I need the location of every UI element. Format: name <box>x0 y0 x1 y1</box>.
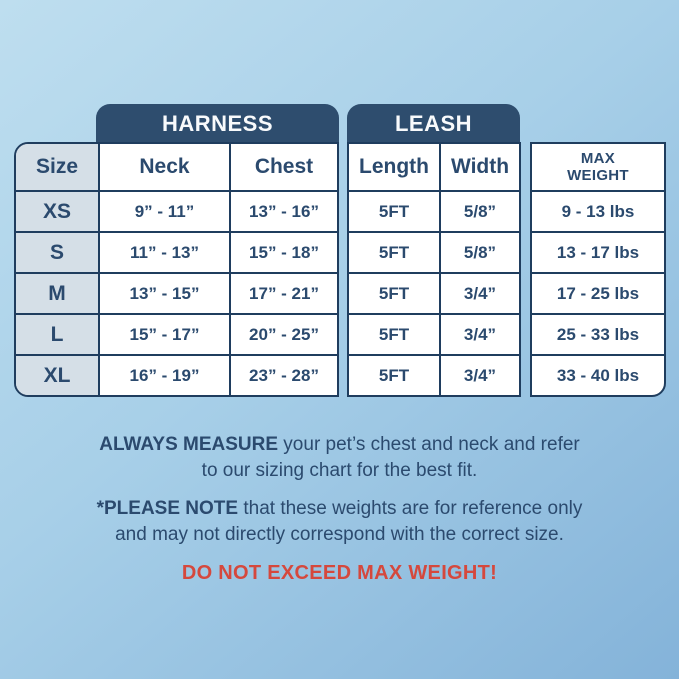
cell-m-chest: 17” - 21” <box>229 272 337 313</box>
measure-note: ALWAYS MEASURE your pet’s chest and neck… <box>40 432 640 484</box>
max-weight-table: MAX WEIGHT 9 - 13 lbs 13 - 17 lbs 17 - 2… <box>530 142 666 397</box>
row-label-xs: XS <box>16 190 98 231</box>
max-weight-warning: DO NOT EXCEED MAX WEIGHT! <box>181 562 498 584</box>
cell-xl-neck: 16” - 19” <box>98 354 229 395</box>
reference-note: *PLEASE NOTE that these weights are for … <box>40 496 640 548</box>
measure-note-text: your pet’s chest and neck and refer to o… <box>201 434 580 481</box>
cell-xs-neck: 9” - 11” <box>98 190 229 231</box>
row-label-xl: XL <box>16 354 98 395</box>
leash-table: Length Width 5FT 5/8” 5FT 5/8” 5FT 3/4” … <box>347 142 521 397</box>
cell-xs-length: 5FT <box>349 190 439 231</box>
cell-xs-width: 5/8” <box>439 190 519 231</box>
cell-xs-max-weight: 9 - 13 lbs <box>532 190 664 231</box>
harness-size-table: Size Neck Chest XS 9” - 11” 13” - 16” S … <box>14 142 339 397</box>
row-label-l: L <box>16 313 98 354</box>
cell-l-max-weight: 25 - 33 lbs <box>532 313 664 354</box>
cell-s-length: 5FT <box>349 231 439 272</box>
cell-s-width: 5/8” <box>439 231 519 272</box>
cell-l-chest: 20” - 25” <box>229 313 337 354</box>
header-neck: Neck <box>98 144 229 190</box>
header-chest: Chest <box>229 144 337 190</box>
cell-l-length: 5FT <box>349 313 439 354</box>
cell-xl-max-weight: 33 - 40 lbs <box>532 354 664 395</box>
header-max-weight: MAX WEIGHT <box>532 144 664 190</box>
cell-m-neck: 13” - 15” <box>98 272 229 313</box>
leash-banner: LEASH <box>347 104 520 144</box>
harness-banner: HARNESS <box>96 104 339 144</box>
cell-xl-width: 3/4” <box>439 354 519 395</box>
row-label-s: S <box>16 231 98 272</box>
cell-m-length: 5FT <box>349 272 439 313</box>
cell-xl-chest: 23” - 28” <box>229 354 337 395</box>
cell-s-chest: 15” - 18” <box>229 231 337 272</box>
cell-s-max-weight: 13 - 17 lbs <box>532 231 664 272</box>
header-length: Length <box>359 155 429 178</box>
header-width: Width <box>439 144 519 190</box>
reference-note-text: that these weights are for reference onl… <box>115 498 583 545</box>
header-size: Size <box>16 144 98 190</box>
header-max-weight-label: MAX WEIGHT <box>567 149 629 184</box>
cell-xl-length: 5FT <box>349 354 439 395</box>
cell-s-neck: 11” - 13” <box>98 231 229 272</box>
cell-xs-chest: 13” - 16” <box>229 190 337 231</box>
harness-banner-label: HARNESS <box>161 111 274 136</box>
leash-banner-label: LEASH <box>394 111 473 136</box>
measure-note-bold: ALWAYS MEASURE <box>99 434 279 455</box>
cell-l-width: 3/4” <box>439 313 519 354</box>
cell-l-neck: 15” - 17” <box>98 313 229 354</box>
cell-m-max-weight: 17 - 25 lbs <box>532 272 664 313</box>
reference-note-bold: *PLEASE NOTE <box>96 498 239 519</box>
cell-m-width: 3/4” <box>439 272 519 313</box>
row-label-m: M <box>16 272 98 313</box>
